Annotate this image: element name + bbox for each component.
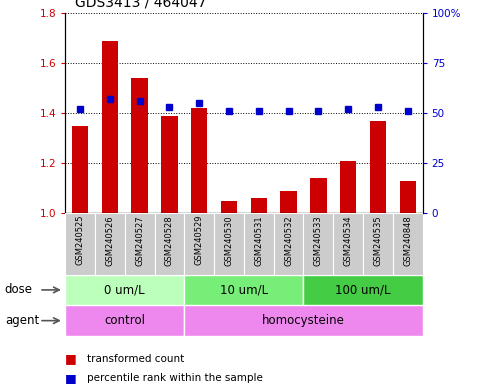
Text: GSM240528: GSM240528 <box>165 215 174 266</box>
Text: transformed count: transformed count <box>87 354 184 364</box>
Text: GSM240534: GSM240534 <box>344 215 353 266</box>
Bar <box>95 213 125 275</box>
Bar <box>244 213 274 275</box>
Bar <box>65 213 95 275</box>
Text: GSM240530: GSM240530 <box>225 215 233 266</box>
Bar <box>131 78 148 213</box>
Text: GSM240532: GSM240532 <box>284 215 293 266</box>
Bar <box>65 275 185 305</box>
Text: GSM240525: GSM240525 <box>76 215 85 265</box>
Text: 0 um/L: 0 um/L <box>104 283 145 296</box>
Bar <box>72 126 88 213</box>
Text: GDS3413 / 464047: GDS3413 / 464047 <box>75 0 206 10</box>
Text: control: control <box>104 314 145 327</box>
Bar <box>65 305 185 336</box>
Bar <box>125 213 155 275</box>
Text: 10 um/L: 10 um/L <box>220 283 268 296</box>
Bar <box>161 116 178 213</box>
Text: ■: ■ <box>65 353 77 366</box>
Text: GSM240533: GSM240533 <box>314 215 323 266</box>
Bar <box>251 198 267 213</box>
Bar <box>303 275 423 305</box>
Bar <box>155 213 185 275</box>
Bar <box>185 213 214 275</box>
Bar <box>191 108 207 213</box>
Bar <box>185 275 303 305</box>
Bar <box>303 213 333 275</box>
Text: dose: dose <box>5 283 33 296</box>
Text: GSM240526: GSM240526 <box>105 215 114 266</box>
Bar <box>214 213 244 275</box>
Text: percentile rank within the sample: percentile rank within the sample <box>87 373 263 383</box>
Text: GSM240527: GSM240527 <box>135 215 144 266</box>
Text: 100 um/L: 100 um/L <box>335 283 391 296</box>
Bar <box>281 190 297 213</box>
Text: agent: agent <box>5 314 39 327</box>
Text: ■: ■ <box>65 372 77 384</box>
Bar <box>393 213 423 275</box>
Text: GSM240529: GSM240529 <box>195 215 204 265</box>
Bar <box>333 213 363 275</box>
Bar <box>310 178 327 213</box>
Bar <box>185 305 423 336</box>
Text: homocysteine: homocysteine <box>262 314 345 327</box>
Bar <box>363 213 393 275</box>
Bar <box>399 181 416 213</box>
Bar <box>102 41 118 213</box>
Bar <box>221 200 237 213</box>
Text: GSM240535: GSM240535 <box>373 215 383 266</box>
Bar <box>370 121 386 213</box>
Text: GSM240531: GSM240531 <box>255 215 263 266</box>
Text: GSM240848: GSM240848 <box>403 215 412 266</box>
Bar <box>340 161 356 213</box>
Bar <box>274 213 303 275</box>
